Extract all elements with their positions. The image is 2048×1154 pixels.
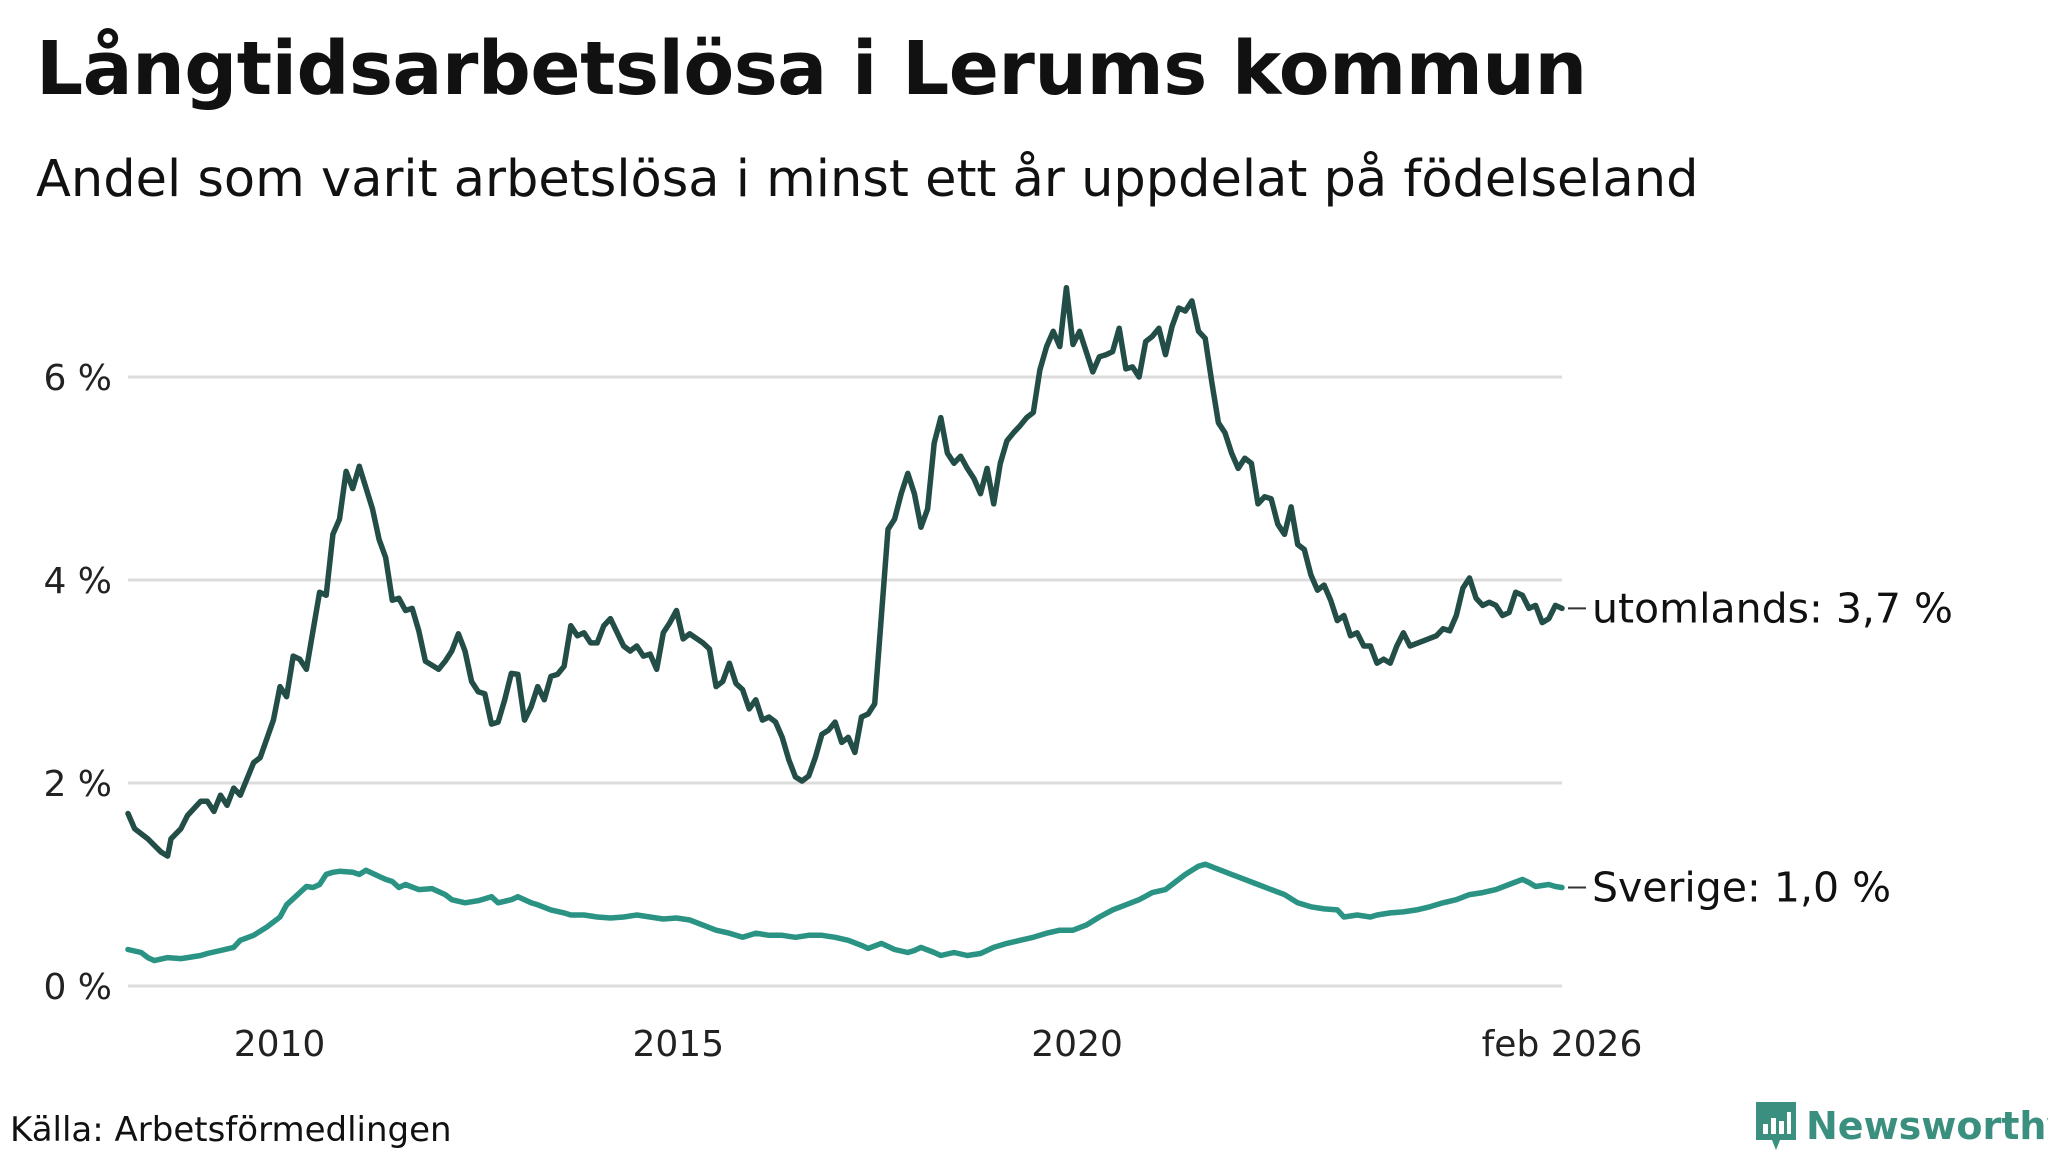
series-line-sverige	[125, 861, 1565, 964]
x-tick-label: 2020	[1031, 1024, 1123, 1065]
chart-subtitle: Andel som varit arbetslösa i minst ett å…	[36, 150, 1699, 209]
x-tick-label: feb 2026	[1482, 1024, 1643, 1065]
chart-title: Långtidsarbetslösa i Lerums kommun	[36, 26, 1587, 112]
y-axis-ticks: 0 % 2 % 4 % 6 %	[43, 358, 112, 1008]
brand-name: Newsworthy	[1806, 1104, 2048, 1148]
end-label-utomlands: utomlands: 3,7 %	[1592, 584, 1953, 632]
newsworthy-logo: Newsworthy	[1754, 1098, 2048, 1154]
newsworthy-icon	[1756, 1102, 1796, 1150]
x-tick-label: 2015	[632, 1024, 724, 1065]
gridlines	[128, 375, 1562, 988]
series-lines	[125, 284, 1565, 964]
y-tick-label: 2 %	[43, 764, 112, 805]
y-tick-label: 4 %	[43, 561, 112, 602]
x-tick-label: 2010	[234, 1024, 326, 1065]
source-note: Källa: Arbetsförmedlingen	[10, 1110, 452, 1150]
y-tick-label: 6 %	[43, 358, 112, 399]
end-label-sverige: Sverige: 1,0 %	[1592, 864, 1891, 912]
y-tick-label: 0 %	[43, 967, 112, 1008]
end-labels: utomlands: 3,7 % Sverige: 1,0 %	[1568, 584, 1953, 912]
series-line-utomlands	[125, 284, 1565, 859]
x-axis-ticks: 2010 2015 2020 feb 2026	[234, 1024, 1643, 1065]
